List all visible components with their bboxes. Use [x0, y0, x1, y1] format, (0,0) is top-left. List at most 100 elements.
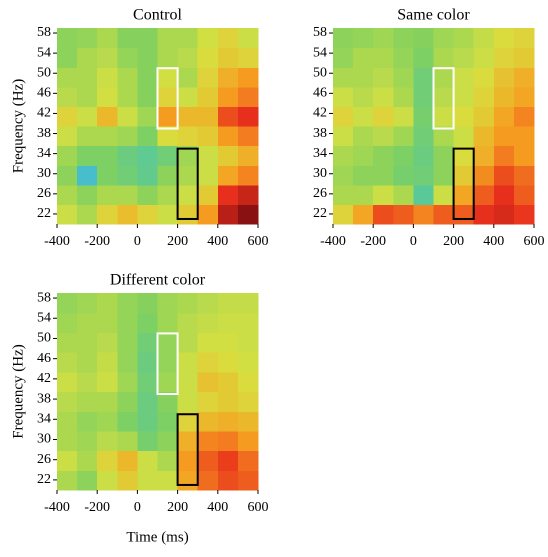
heat-cell [137, 470, 159, 491]
heat-cell [77, 293, 98, 314]
heat-cell [197, 352, 219, 373]
heat-cell [353, 204, 374, 225]
x-tick-label: 200 [167, 500, 188, 515]
heat-cell [57, 352, 78, 373]
x-tick-label: 200 [167, 234, 188, 249]
y-tick-label: 46 [37, 351, 51, 366]
heat-cell [473, 28, 495, 49]
region-box [176, 147, 199, 220]
y-tick-label: 26 [313, 186, 327, 201]
heat-cell [137, 352, 159, 373]
heat-cell [157, 430, 179, 452]
heat-cell [353, 126, 374, 147]
heat-cell [393, 67, 414, 88]
heat-cell [473, 145, 495, 166]
heat-cell [453, 126, 475, 147]
region-box [432, 67, 455, 130]
heat-cell [177, 67, 199, 88]
heat-cell [177, 204, 199, 225]
heat-cell [217, 126, 239, 147]
y-tick-label: 58 [313, 25, 327, 40]
x-tick-label: 400 [483, 234, 504, 249]
heat-cell [217, 86, 239, 107]
heat-cell [57, 450, 78, 471]
heat-cell [493, 67, 515, 88]
heat-cell [353, 165, 374, 186]
heat-cell [137, 28, 159, 49]
heat-cell [157, 126, 179, 147]
heat-cell [117, 312, 138, 333]
heat-cell [117, 470, 138, 491]
heat-cell [117, 47, 138, 68]
heat-cell [217, 371, 239, 393]
heat-cell [77, 86, 98, 107]
heat-cell [157, 28, 179, 49]
heat-cell [137, 450, 159, 471]
heat-cell [373, 28, 394, 49]
heat-cell [433, 204, 455, 225]
heat-cell [217, 332, 239, 353]
heat-cell [217, 67, 239, 88]
heat-cell [333, 106, 354, 127]
heat-cell [237, 450, 259, 471]
heat-cell [453, 67, 475, 88]
heat-cell [77, 352, 98, 373]
heat-cell [453, 145, 475, 166]
heat-cell [217, 470, 239, 491]
heat-cell [493, 28, 515, 49]
heat-cell [453, 28, 475, 49]
heat-cell [117, 86, 138, 107]
y-tick-label: 46 [37, 86, 51, 101]
heat-cell [473, 47, 495, 68]
heat-cell [117, 67, 138, 88]
heat-cell [217, 391, 239, 412]
heat-cell [433, 86, 455, 107]
heat-cell [473, 67, 495, 88]
heat-cell [97, 450, 118, 471]
heat-cell [373, 204, 394, 225]
heat-cell [117, 332, 138, 353]
heat-cell [453, 184, 475, 205]
heat-cell [57, 126, 78, 147]
heat-cell [77, 204, 98, 225]
heat-cell [97, 352, 118, 373]
heat-cell [413, 184, 435, 205]
heat-cell [393, 86, 414, 107]
heat-cell [57, 47, 78, 68]
heat-cell [137, 145, 159, 166]
panel-title: Different color [110, 272, 206, 289]
heat-cell [453, 106, 475, 127]
heat-cell [177, 145, 199, 166]
heat-cell [137, 371, 159, 393]
heat-cell [117, 411, 138, 432]
heat-cell [97, 184, 118, 205]
heat-cell [333, 126, 354, 147]
heat-cell [373, 165, 394, 186]
heat-cell [77, 391, 98, 412]
heat-cell [217, 204, 239, 225]
heat-cell [157, 184, 179, 205]
y-tick-label: 42 [37, 106, 51, 121]
heat-cell [177, 430, 199, 452]
heat-cell [77, 126, 98, 147]
y-tick-label: 30 [37, 432, 51, 447]
heat-cell [57, 332, 78, 353]
heat-cell [433, 165, 455, 186]
heat-cell [373, 106, 394, 127]
heat-cell [413, 204, 435, 225]
x-tick-label: 600 [524, 234, 545, 249]
heat-cell [57, 165, 78, 186]
heat-cell [513, 106, 535, 127]
panel-title: Same color [397, 7, 470, 24]
heat-cell [157, 67, 179, 88]
heat-cell [473, 106, 495, 127]
heat-cell [177, 312, 199, 333]
region-box [176, 413, 199, 486]
heat-cell [77, 28, 98, 49]
heat-cell [77, 371, 98, 393]
heat-cell [453, 86, 475, 107]
heat-cell [117, 28, 138, 49]
heat-cell [197, 204, 219, 225]
heat-cell [157, 391, 179, 412]
